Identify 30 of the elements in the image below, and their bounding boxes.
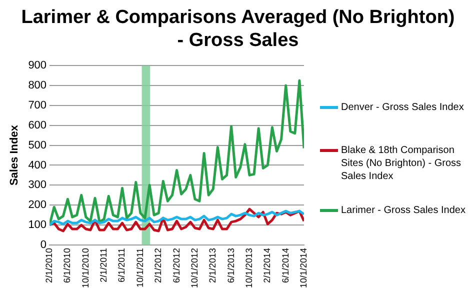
y-tick-label: 500 bbox=[28, 139, 47, 152]
legend-label: Denver - Gross Sales Index bbox=[341, 101, 464, 114]
x-tick-label: 6/1/2013 bbox=[226, 248, 236, 284]
y-tick-label: 300 bbox=[28, 179, 47, 192]
y-tick-label: 0 bbox=[40, 238, 47, 251]
x-tick-label: 2/1/2010 bbox=[44, 248, 54, 284]
x-tick-label: 6/1/2011 bbox=[116, 248, 127, 282]
x-tick-label: 10/1/2012 bbox=[189, 248, 200, 288]
x-tick-label: 10/1/2014 bbox=[298, 248, 308, 288]
x-tick-label: 10/1/2010 bbox=[80, 248, 90, 288]
x-tick-label: 2/1/2014 bbox=[262, 248, 272, 284]
y-tick-label: 100 bbox=[28, 219, 47, 232]
x-tick-label: 10/1/2013 bbox=[244, 248, 254, 288]
y-tick-label: 400 bbox=[28, 159, 47, 172]
y-axis-title: Sales Index bbox=[8, 124, 21, 186]
x-tick-label: 2/1/2011 bbox=[98, 248, 109, 282]
y-tick-label: 800 bbox=[28, 80, 47, 92]
x-tick-label: 10/1/2011 bbox=[134, 248, 145, 288]
legend-label: Larimer - Gross Sales Index bbox=[341, 204, 466, 217]
x-tick-label: 2/1/2013 bbox=[208, 248, 218, 284]
chart-title: Larimer & Comparisons Averaged (No Brighton) - Gross Sales bbox=[20, 6, 456, 52]
y-tick-label: 700 bbox=[28, 99, 47, 112]
legend-label: Blake & 18th Comparison Sites (No Brighton) - Gross Sales Index bbox=[341, 144, 462, 183]
x-tick-label: 6/1/2010 bbox=[62, 248, 72, 284]
y-tick-label: 600 bbox=[28, 119, 47, 132]
y-tick-label: 200 bbox=[28, 199, 47, 212]
x-tick-label: 2/1/2012 bbox=[153, 248, 164, 284]
x-tick-label: 6/1/2014 bbox=[280, 248, 290, 284]
x-tick-label: 6/1/2012 bbox=[171, 248, 182, 284]
y-tick-label: 900 bbox=[28, 60, 47, 72]
